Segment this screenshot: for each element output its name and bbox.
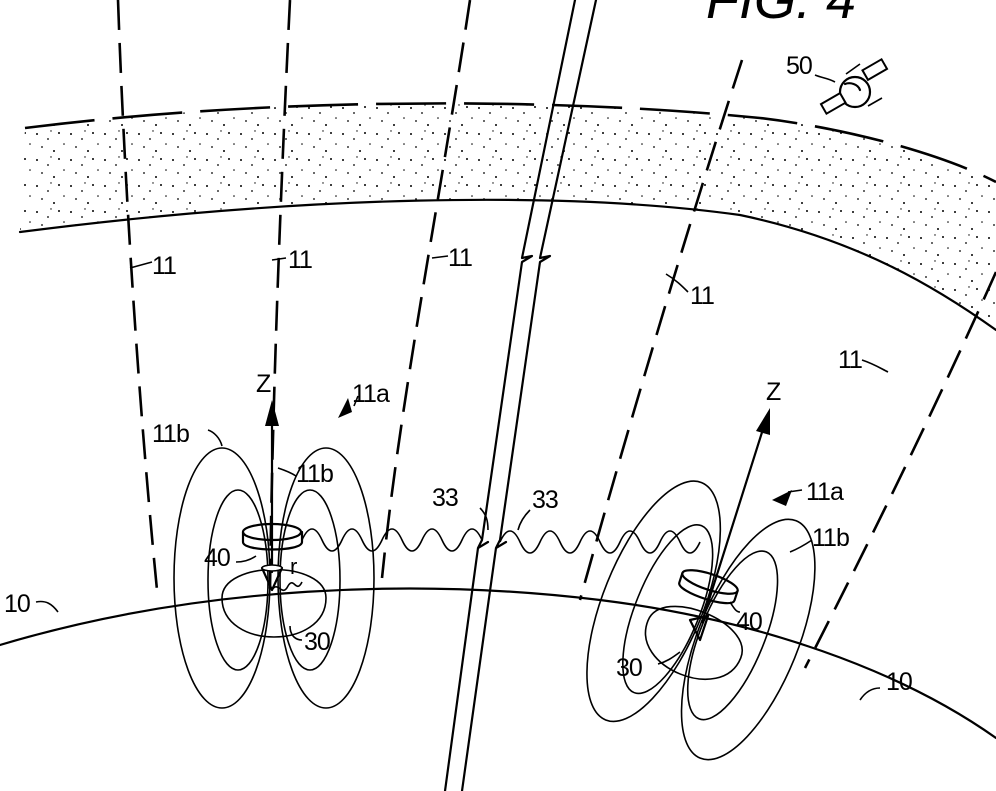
- right-z-arrowhead: [756, 408, 770, 435]
- label-11a-right: 11a: [806, 478, 844, 506]
- right-lobe-outer-left: [586, 480, 722, 723]
- atmosphere-lower-edge: [18, 198, 996, 332]
- label-11-c: 11: [448, 244, 472, 272]
- right-radiation-pattern: [586, 480, 816, 761]
- arrow-11a-right: [772, 490, 792, 506]
- field-line-5: [803, 271, 996, 669]
- label-10-left: 10: [4, 590, 30, 618]
- satellite-icon: [819, 57, 889, 116]
- radius-squiggle: [271, 581, 303, 592]
- label-11-e: 11: [838, 346, 862, 374]
- label-11-b: 11: [288, 246, 312, 274]
- left-z-arrowhead: [265, 400, 279, 426]
- left-lobe-mid-right: [279, 489, 341, 671]
- label-50: 50: [786, 52, 812, 80]
- right-sensor-cone: [688, 614, 710, 642]
- label-z-left: Z: [256, 370, 271, 398]
- right-loop-antenna: [678, 569, 739, 605]
- leader-lines: [35, 74, 889, 701]
- earth-surface: [0, 587, 996, 740]
- break-line-b: [460, 0, 598, 791]
- left-lobe-mid-left: [207, 489, 269, 671]
- figure-title: FIG. 4: [706, 0, 856, 30]
- field-line-1: [116, 0, 160, 601]
- arrow-11a-left: [338, 398, 352, 418]
- right-lobe-mid-right: [686, 550, 779, 721]
- field-line-3: [380, 0, 472, 579]
- label-33-left: 33: [432, 484, 458, 512]
- label-33-right: 33: [532, 486, 558, 514]
- label-r: r: [290, 554, 297, 579]
- signal-wave-right: [499, 530, 701, 554]
- label-11a-left: 11a: [352, 380, 390, 408]
- atmosphere-upper-edge: [24, 102, 996, 184]
- signal-wave-left: [301, 528, 483, 552]
- label-11b-right: 11b: [812, 524, 849, 552]
- left-sensor-top: [261, 564, 283, 572]
- left-radiation-pattern: [173, 447, 375, 709]
- atmosphere-band: [20, 103, 996, 330]
- field-line-4: [578, 59, 744, 601]
- left-lobe-outer-left: [173, 447, 271, 709]
- label-11b-left-inner: 11b: [296, 460, 333, 488]
- left-loop-antenna: [241, 522, 304, 551]
- label-z-right: Z: [766, 378, 781, 406]
- right-lobe-inner: [644, 605, 743, 681]
- left-lobe-inner: [221, 568, 327, 638]
- label-11b-left-outer: 11b: [152, 420, 189, 448]
- label-40-right: 40: [736, 608, 762, 636]
- right-z-axis: [700, 424, 766, 624]
- label-10-right: 10: [886, 668, 912, 696]
- label-30-right: 30: [616, 654, 642, 682]
- label-40-left: 40: [204, 544, 230, 572]
- label-11-a: 11: [152, 252, 176, 280]
- label-30-left: 30: [304, 628, 330, 656]
- right-lobe-mid-left: [622, 524, 714, 695]
- label-11-d: 11: [690, 282, 714, 310]
